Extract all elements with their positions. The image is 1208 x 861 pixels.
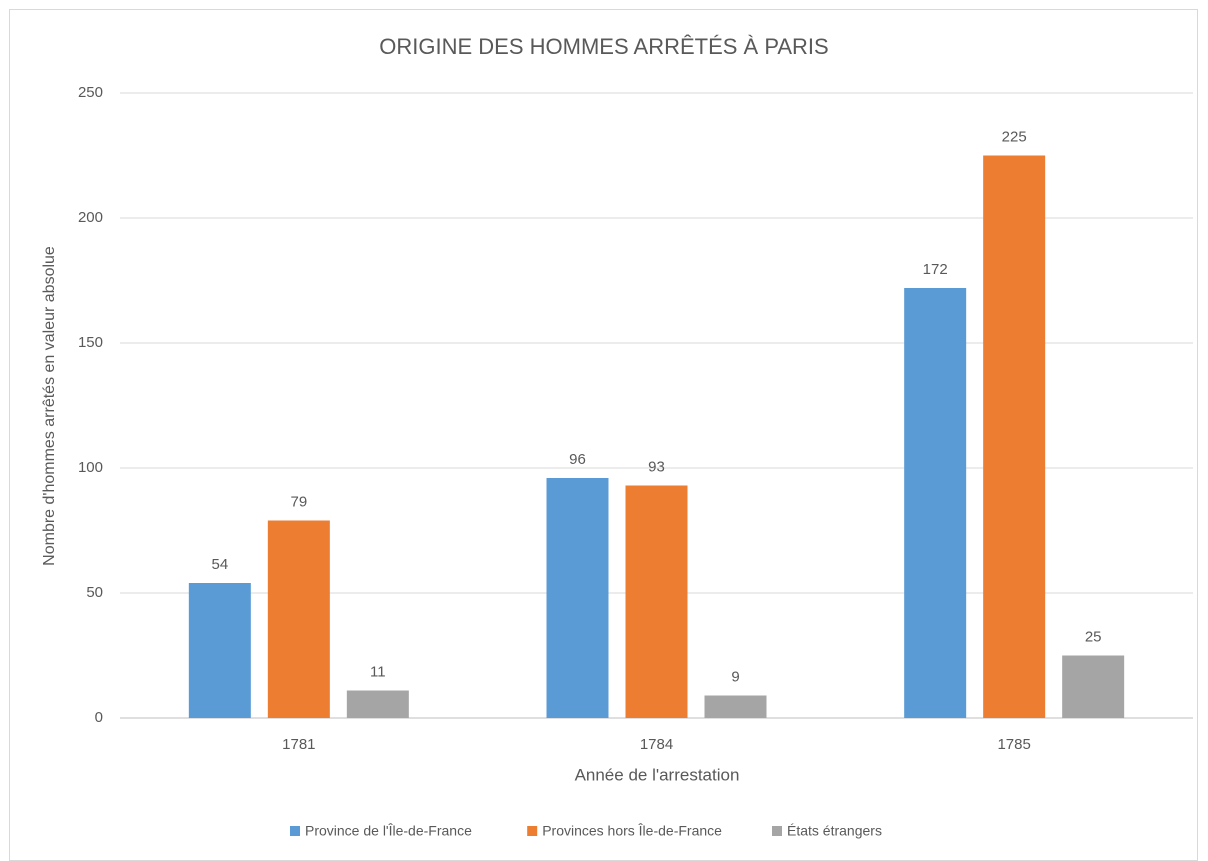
bar	[983, 155, 1046, 718]
data-label: 172	[923, 261, 948, 278]
y-tick-label: 200	[78, 209, 103, 226]
x-tick-label: 1784	[640, 736, 673, 753]
legend-swatch	[527, 826, 538, 836]
data-label: 9	[731, 668, 739, 685]
y-tick-label: 100	[78, 459, 103, 476]
y-tick-label: 150	[78, 334, 103, 351]
y-axis-title: Nombre d'hommes arrêtés en valeur absolu…	[41, 246, 58, 566]
legend-label: États étrangers	[787, 823, 882, 839]
data-label: 96	[569, 451, 586, 468]
legend-swatch	[772, 826, 782, 836]
data-label: 11	[370, 663, 386, 680]
y-tick-label: 250	[78, 84, 103, 101]
legend-label: Provinces hors Île-de-France	[542, 823, 722, 839]
data-label: 25	[1085, 628, 1102, 645]
bar	[346, 690, 409, 718]
bar	[625, 485, 688, 718]
x-tick-label: 1785	[997, 736, 1030, 753]
x-tick-label: 1781	[282, 736, 315, 753]
y-tick-label: 50	[86, 584, 103, 601]
chart-title: ORIGINE DES HOMMES ARRÊTÉS À PARIS	[379, 34, 828, 59]
bar	[546, 478, 609, 718]
bar	[267, 520, 330, 718]
x-axis-title: Année de l'arrestation	[575, 765, 740, 784]
bar	[704, 695, 767, 718]
bar	[904, 288, 967, 718]
legend-swatch	[290, 826, 300, 836]
data-label: 93	[648, 458, 665, 475]
y-tick-label: 0	[95, 709, 103, 726]
data-label: 225	[1002, 128, 1027, 145]
data-label: 79	[290, 493, 307, 510]
bar	[1062, 655, 1125, 718]
bar	[188, 583, 251, 718]
data-label: 54	[211, 556, 228, 573]
legend-label: Province de l'Île-de-France	[305, 823, 472, 839]
